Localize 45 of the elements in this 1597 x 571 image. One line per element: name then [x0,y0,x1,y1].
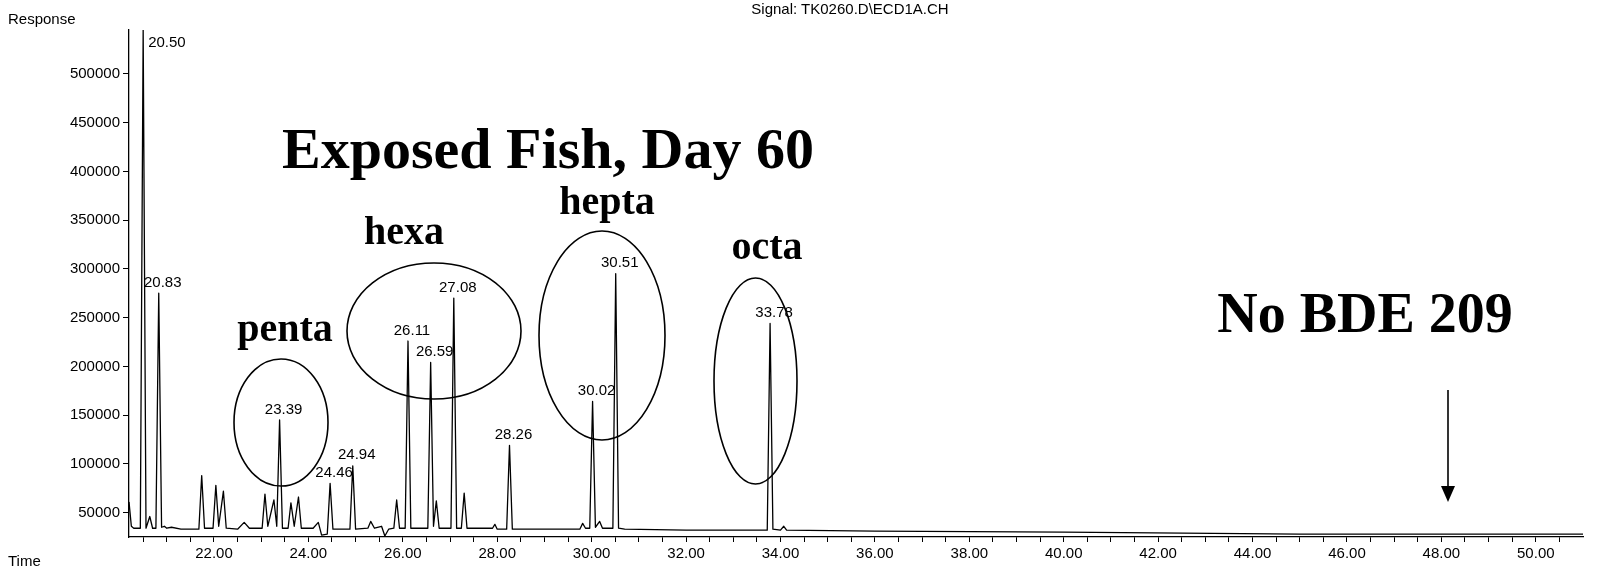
annotation: 20.83 [143,272,182,290]
x-tick-label: 42.00 [1139,544,1177,562]
y-tick-label: 350000 [69,210,120,228]
x-tick-label: 44.00 [1233,544,1272,562]
annotation: 27.08 [439,277,477,295]
annotation: 30.02 [577,381,616,399]
x-tick-label: 40.00 [1044,544,1083,562]
y-tick-label: 400000 [69,161,120,179]
annotation: 23.39 [264,399,303,417]
annotation: octa [731,223,803,269]
x-tick-label: 30.00 [572,544,611,562]
x-tick-label: 38.00 [950,544,989,562]
y-axis-title: Response [8,9,76,27]
x-tick-label: 34.00 [761,544,800,562]
y-tick-label: 450000 [69,112,120,130]
y-tick-label: 500000 [69,64,120,82]
annotation: No BDE 209 [1217,282,1513,345]
annotation: penta [237,305,333,351]
chart-subtitle: Signal: TK0260.D\ECD1A.CH [751,0,949,17]
y-tick-label: 250000 [69,307,120,325]
x-tick-label: 46.00 [1328,544,1366,562]
y-tick-label: 300000 [69,259,120,277]
x-tick-label: 32.00 [667,544,705,562]
annotation: 28.26 [494,424,533,442]
x-tick-label: 26.00 [384,544,422,562]
x-tick-label: 36.00 [856,544,894,562]
annotation: hepta [559,178,655,224]
annotation: hexa [364,208,444,254]
annotation: 24.46 [315,463,353,481]
y-tick-label: 200000 [69,356,120,374]
annotation: 20.50 [148,32,186,50]
x-tick-label: 28.00 [478,544,516,562]
x-tick-label: 22.00 [195,544,233,562]
annotation: 26.59 [415,342,454,360]
annotation: 26.11 [393,320,431,338]
x-tick-label: 24.00 [289,544,328,562]
text: Exposed Fish, Day 60 [282,115,814,181]
y-tick-label: 150000 [69,405,120,423]
x-tick-label: 48.00 [1422,544,1461,562]
annotation: 24.94 [337,445,376,463]
y-tick-label: 100000 [69,454,120,472]
x-tick-label: 50.00 [1517,544,1555,562]
annotation: 30.51 [600,253,639,271]
x-axis-title: Time [8,551,41,569]
y-tick-label: 50000 [78,502,120,520]
